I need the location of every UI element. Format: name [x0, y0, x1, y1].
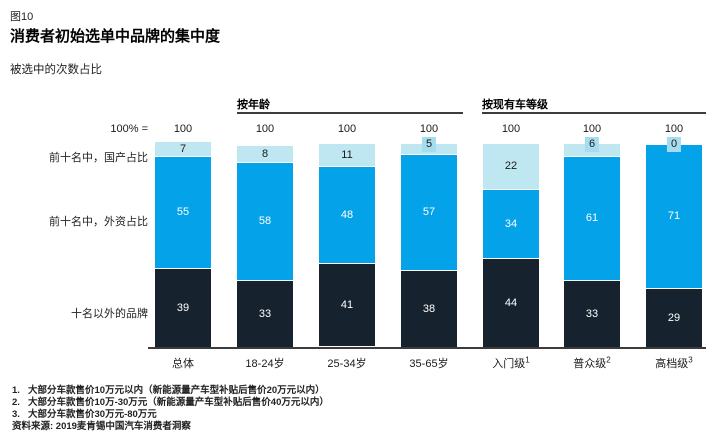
- segment-value-badge: 6: [584, 137, 600, 152]
- segment-value-label: 22: [504, 160, 518, 172]
- segment-value-label: 61: [585, 212, 599, 224]
- footnote-2-number: 2.: [12, 397, 20, 408]
- segment-value-label: 29: [667, 311, 681, 324]
- segment-value-badge: 5: [421, 137, 437, 152]
- bar-segment: 71: [646, 144, 702, 288]
- source-line: 资料来源: 2019麦肯锡中国汽车消费者洞察: [12, 421, 191, 432]
- chart-title: 消费者初始选单中品牌的集中度: [10, 28, 221, 45]
- unit-value-label: 100: [255, 123, 275, 135]
- series-label-domestic-top10: 前十名中，国产占比: [49, 152, 148, 164]
- footnote-2: 2. 大部分车款售价10万-30万元（新能源量产车型补贴后售价40万元以内）: [12, 394, 329, 408]
- bar-segment: 55: [155, 156, 211, 268]
- bar-segment: 58: [237, 162, 293, 280]
- bar-segment: 44: [483, 258, 539, 347]
- stacked-bar-6: 6 61 33: [564, 137, 620, 347]
- unit-value-label: 100: [664, 123, 684, 135]
- stacked-bar-2: 8 58 33: [237, 146, 293, 347]
- x-axis-line: [148, 347, 706, 349]
- unit-value-label: 100: [582, 123, 602, 135]
- group-underline-car-tier: [482, 112, 706, 114]
- group-header-car-tier: 按现有车等级: [482, 99, 548, 111]
- bar-segment: 22: [483, 144, 539, 189]
- segment-value-label: 39: [176, 301, 190, 314]
- footnote-3-text: 大部分车款售价30万元-80万元: [28, 409, 157, 420]
- stacked-bar-1: 7 55 39: [155, 142, 211, 347]
- stacked-bar-3: 11 48 41: [319, 144, 375, 347]
- series-label-foreign-top10: 前十名中，外资占比: [49, 216, 148, 228]
- footnote-1: 1. 大部分车款售价10万元以内（新能源量产车型补贴后售价20万元以内）: [12, 382, 325, 396]
- category-label-5: 入门级1: [492, 355, 530, 370]
- unit-value-label: 100: [337, 123, 357, 135]
- footnote-1-number: 1.: [12, 385, 20, 396]
- bar-segment: 8: [237, 146, 293, 162]
- segment-value-label: 33: [258, 307, 272, 320]
- segment-value-label: 11: [341, 148, 353, 161]
- segment-value-label: 48: [340, 208, 354, 221]
- bar-segment: 33: [237, 280, 293, 347]
- bar-segment: 33: [564, 280, 620, 347]
- bar-segment: 61: [564, 156, 620, 280]
- group-header-age: 按年龄: [237, 99, 270, 111]
- bar-segment: 38: [401, 270, 457, 347]
- category-label-1: 总体: [172, 358, 194, 370]
- segment-value-label: 44: [504, 296, 518, 309]
- footnote-1-text: 大部分车款售价10万元以内（新能源量产车型补贴后售价20万元以内）: [28, 385, 325, 396]
- bar-segment: 11: [319, 144, 375, 166]
- unit-value-label: 100: [419, 123, 439, 135]
- footnote-3: 3. 大部分车款售价30万元-80万元: [12, 406, 157, 420]
- bar-segment: 34: [483, 189, 539, 258]
- segment-value-label: 8: [261, 147, 269, 160]
- footnote-2-text: 大部分车款售价10万-30万元（新能源量产车型补贴后售价40万元以内）: [28, 397, 329, 408]
- segment-value-label: 55: [176, 206, 190, 218]
- chart-subtitle: 被选中的次数占比: [10, 64, 102, 76]
- stacked-bar-4: 5 57 38: [401, 137, 457, 347]
- stacked-bar-7: 0 71 29: [646, 137, 702, 347]
- segment-value-label: 71: [667, 210, 681, 222]
- category-label-3: 25-34岁: [327, 358, 367, 370]
- segment-value-label: 58: [258, 215, 272, 227]
- segment-value-label: 41: [340, 298, 354, 311]
- segment-value-label: 34: [504, 217, 518, 230]
- segment-value-label: 57: [422, 206, 436, 218]
- stacked-bar-5: 22 34 44: [483, 144, 539, 347]
- bar-segment: 57: [401, 154, 457, 270]
- segment-value-label: 33: [585, 307, 599, 320]
- segment-value-badge: 0: [666, 137, 682, 152]
- unit-value-label: 100: [173, 123, 193, 135]
- category-label-6: 普众级2: [573, 355, 611, 370]
- bar-segment: 39: [155, 268, 211, 347]
- category-footnote-marker: 2: [606, 355, 611, 365]
- bar-segment: 41: [319, 263, 375, 346]
- category-label-7: 高档级3: [655, 355, 693, 370]
- category-label-2: 18-24岁: [245, 358, 285, 370]
- figure-label: 图10: [10, 11, 34, 23]
- category-footnote-marker: 3: [688, 355, 693, 365]
- bar-segment: 7: [155, 142, 211, 156]
- segment-value-label: 7: [179, 142, 187, 155]
- category-footnote-marker: 1: [525, 355, 530, 365]
- bar-segment: 29: [646, 288, 702, 347]
- footnote-3-number: 3.: [12, 409, 20, 420]
- bar-segment: 48: [319, 166, 375, 263]
- category-label-4: 35-65岁: [409, 358, 449, 370]
- unit-row-label: 100% =: [110, 123, 148, 135]
- segment-value-label: 38: [422, 302, 436, 315]
- unit-value-label: 100: [501, 123, 521, 135]
- series-label-outside-top10: 十名以外的品牌: [71, 308, 148, 320]
- group-underline-age: [237, 112, 463, 114]
